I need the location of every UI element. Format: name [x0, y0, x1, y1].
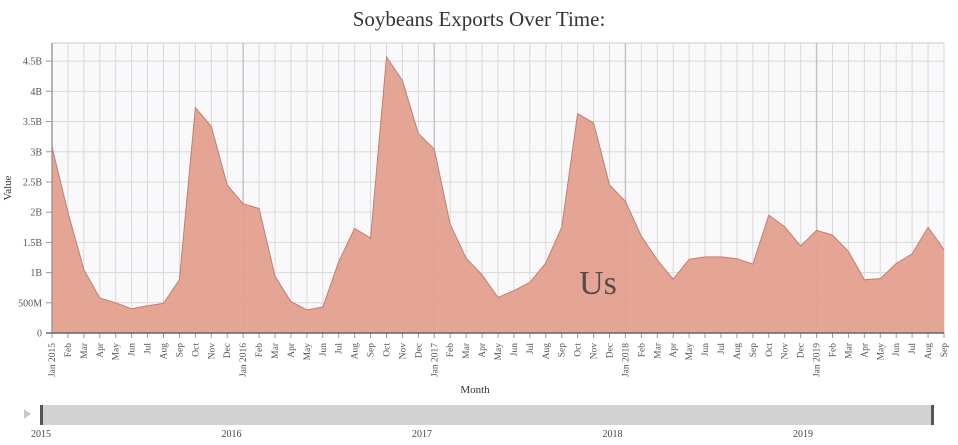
x-tick-label: Aug: [351, 343, 361, 360]
x-tick-label: Jul: [717, 343, 727, 354]
x-tick-label: Aug: [160, 343, 170, 360]
x-tick-label: Oct: [191, 343, 201, 357]
x-tick-label: Jun: [892, 343, 902, 356]
x-tick-label: Dec: [223, 343, 233, 358]
x-tick-label: Jul: [526, 343, 536, 354]
x-tick-label: Jan 2017: [430, 343, 440, 377]
slider-year-label: 2016: [221, 429, 242, 440]
x-tick-label: Dec: [414, 343, 424, 358]
x-tick-label: Feb: [446, 343, 456, 358]
x-tick-label: Mar: [653, 342, 663, 359]
area-series-line: [51, 55, 945, 311]
area-series-us: [52, 56, 944, 334]
slider-end-handle[interactable]: [931, 405, 934, 425]
x-axis-title: Month: [460, 384, 490, 396]
slider-year-label: 2018: [602, 429, 623, 440]
x-tick-label: Sep: [940, 343, 950, 358]
chart-title: Soybeans Exports Over Time:: [352, 7, 606, 31]
x-tick-label: Jun: [510, 343, 520, 356]
x-tick-label: Mar: [271, 342, 281, 359]
x-tick-label: May: [303, 343, 313, 361]
x-tick-label: Mar: [80, 342, 90, 359]
slider-year-label: 2019: [793, 429, 813, 440]
x-tick-label: Nov: [398, 343, 408, 360]
x-tick-label: Jun: [319, 343, 329, 356]
y-tick-label: 0: [37, 329, 42, 340]
x-tick-label: Apr: [860, 342, 870, 358]
series-overlay-label: Us: [579, 265, 617, 302]
y-axis-title: Value: [2, 175, 14, 200]
y-tick-label: 2.5B: [23, 177, 43, 188]
y-tick-label: 4B: [30, 87, 42, 98]
x-tick-label: Feb: [829, 343, 839, 358]
x-tick-label: Aug: [733, 343, 743, 360]
x-tick-label: Sep: [558, 343, 568, 358]
x-tick-label: Aug: [542, 343, 552, 360]
y-tick-label: 500M: [18, 298, 42, 309]
x-tick-label: Jun: [701, 343, 711, 356]
x-tick-label: Nov: [781, 343, 791, 360]
x-tick-label: Jan 2016: [239, 343, 249, 377]
x-tick-label: Jan 2015: [48, 343, 58, 377]
x-tick-label: Feb: [64, 343, 74, 358]
y-tick-label: 2B: [30, 208, 42, 219]
area-chart: 0 500M 1B 1.5B 2B 2.5B 3B 3.5B 4B 4.5B Jan 2015 Feb…: [2, 42, 950, 396]
y-tick-label: 3.5B: [23, 117, 43, 128]
x-tick-label: Jan 2019: [813, 343, 823, 377]
x-tick-label: Jul: [144, 343, 154, 354]
x-tick-label: Dec: [797, 343, 807, 358]
x-tick-label: Sep: [175, 343, 185, 358]
x-tick-label: Mar: [844, 342, 854, 359]
x-tick-label: Jan 2018: [621, 343, 631, 377]
slider-start-handle[interactable]: [40, 405, 43, 425]
y-tick-label: 4.5B: [23, 57, 43, 68]
x-tick-label: Oct: [574, 343, 584, 357]
x-tick-label: Nov: [207, 343, 217, 360]
play-icon[interactable]: [24, 409, 31, 419]
x-tick-label: Aug: [924, 343, 934, 360]
time-range-slider[interactable]: [40, 405, 933, 425]
x-tick-label: Jun: [128, 343, 138, 356]
x-tick-label: Apr: [96, 342, 106, 358]
x-tick-label: Sep: [367, 343, 377, 358]
x-tick-label: Apr: [478, 342, 488, 358]
x-tick-label: May: [685, 343, 695, 361]
x-tick-label: Jul: [335, 343, 345, 354]
y-tick-label: 3B: [30, 147, 42, 158]
slider-year-label: 2017: [412, 429, 432, 440]
y-tick-label: 1B: [30, 268, 42, 279]
x-tick-label: May: [494, 343, 504, 361]
x-tick-label: Apr: [287, 342, 297, 358]
x-tick-label: Oct: [765, 343, 775, 357]
slider-year-label: 2015: [31, 429, 51, 440]
x-tick-label: Oct: [383, 343, 393, 357]
x-tick-label: May: [112, 343, 122, 361]
x-tick-label: Sep: [749, 343, 759, 358]
y-tick-label: 1.5B: [23, 238, 43, 249]
x-tick-label: Dec: [606, 343, 616, 358]
x-tick-label: Jul: [908, 343, 918, 354]
x-tick-label: Nov: [590, 343, 600, 360]
x-tick-label: May: [876, 343, 886, 361]
x-tick-label: Apr: [669, 342, 679, 358]
x-tick-label: Feb: [637, 343, 647, 358]
x-tick-label: Feb: [255, 343, 265, 358]
x-tick-label: Mar: [462, 342, 472, 359]
